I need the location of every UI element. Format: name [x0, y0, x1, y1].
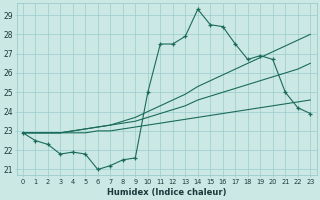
- X-axis label: Humidex (Indice chaleur): Humidex (Indice chaleur): [107, 188, 226, 197]
